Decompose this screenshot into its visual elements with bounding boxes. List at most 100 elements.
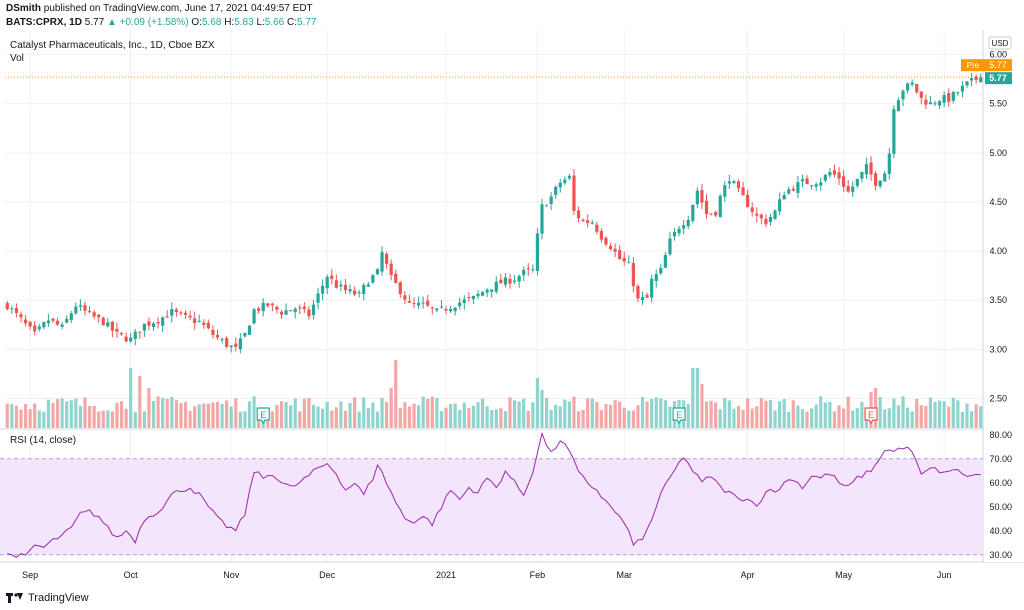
volume-bar: [503, 411, 508, 428]
close-label: C:: [287, 17, 298, 28]
candle-body: [270, 303, 274, 306]
up-arrow-icon: ▲: [106, 17, 117, 28]
candle-body: [215, 335, 220, 338]
earnings-marker: [864, 407, 878, 425]
volume-bar: [394, 360, 398, 428]
candle-body: [444, 308, 448, 311]
volume-bar: [170, 396, 174, 428]
candle-body: [905, 83, 910, 91]
candle-body: [535, 233, 540, 271]
volume-bar: [659, 398, 663, 428]
volume-bar: [65, 401, 69, 428]
candle-body: [590, 222, 594, 224]
candle-body: [695, 190, 699, 205]
volume-bar: [581, 409, 585, 428]
candle-body: [499, 279, 503, 284]
volume-bar: [618, 401, 622, 428]
volume-bar: [627, 410, 631, 428]
candle-body: [83, 305, 87, 311]
volume-bar: [28, 409, 32, 428]
volume-bar: [823, 402, 827, 428]
candle-body: [869, 162, 873, 175]
volume-bar: [778, 401, 782, 428]
ohlc-legend: BATS:CPRX, 1D 5.77 ▲ +0.09 (+1.58%) O:5.…: [6, 17, 317, 28]
volume-bar: [471, 405, 476, 428]
volume-bar: [215, 401, 220, 428]
candle-body: [316, 293, 320, 303]
volume-bar: [133, 411, 137, 428]
volume-bar: [334, 407, 338, 428]
candle-body: [339, 284, 343, 287]
volume-bar: [330, 410, 334, 428]
rsi-tick-label: 40.00: [989, 526, 1012, 536]
candle-body: [51, 318, 55, 321]
volume-bar: [293, 398, 297, 428]
volume-bar: [10, 404, 14, 428]
time-tick-label: Oct: [124, 570, 139, 580]
volume-bar: [572, 396, 576, 428]
candle-body: [439, 306, 444, 308]
volume-bar: [430, 396, 434, 428]
candle-body: [640, 297, 645, 301]
candle-body: [110, 321, 114, 331]
volume-bar: [151, 400, 156, 428]
candle-body: [403, 295, 407, 300]
candle-body: [842, 176, 846, 187]
volume-bar: [608, 404, 613, 428]
volume-bar: [490, 410, 494, 428]
volume-bar: [563, 399, 567, 428]
candle-body: [485, 289, 489, 293]
pre-market-value-badge: [985, 59, 1012, 72]
volume-bar: [969, 411, 974, 428]
candle-body: [805, 178, 809, 185]
volume-bar: [74, 398, 78, 428]
price-change: +0.09 (+1.58%): [119, 17, 189, 28]
volume-bar: [238, 411, 242, 428]
tradingview-logo[interactable]: TradingView: [6, 592, 89, 604]
volume-bar: [115, 402, 119, 428]
candle-body: [878, 180, 882, 187]
candle-body: [426, 300, 430, 306]
time-tick-label: Mar: [616, 570, 632, 580]
candle-body: [298, 307, 302, 309]
volume-bar: [590, 398, 594, 428]
volume-bar: [165, 398, 169, 428]
candle-body: [727, 181, 731, 184]
volume-bar: [796, 405, 800, 428]
volume-bar: [494, 409, 498, 428]
volume-bar: [385, 402, 389, 428]
price-tick-label: 3.00: [989, 344, 1007, 354]
volume-bar: [951, 397, 955, 428]
volume-bar: [937, 400, 942, 428]
candle-body: [325, 276, 329, 289]
volume-bar: [193, 406, 197, 428]
volume-bar: [289, 405, 293, 428]
volume-bar: [787, 411, 791, 428]
volume-bar: [467, 408, 471, 428]
volume-bar: [531, 402, 535, 428]
candle-body: [60, 324, 64, 327]
candle-body: [508, 278, 512, 284]
earnings-marker: [672, 407, 686, 425]
volume-bar: [910, 411, 914, 428]
candle-body: [471, 295, 476, 300]
price-tick-label: 4.50: [989, 197, 1007, 207]
candle-body: [919, 91, 923, 98]
candle-body: [773, 210, 777, 219]
candle-body: [544, 205, 549, 207]
volume-bar: [138, 376, 142, 428]
candle-body: [279, 311, 284, 315]
candle-body: [448, 308, 453, 312]
candle-body: [709, 213, 713, 215]
earnings-marker-label: E: [868, 410, 874, 420]
candle-body: [5, 303, 9, 310]
candle-body: [46, 320, 51, 324]
candle-body: [156, 322, 160, 324]
volume-bar: [782, 399, 786, 428]
candle-body: [636, 285, 640, 299]
candle-body: [257, 308, 261, 311]
candle-body: [476, 293, 480, 297]
candle-body: [663, 255, 667, 268]
price-tick-label: 2.50: [989, 394, 1007, 404]
